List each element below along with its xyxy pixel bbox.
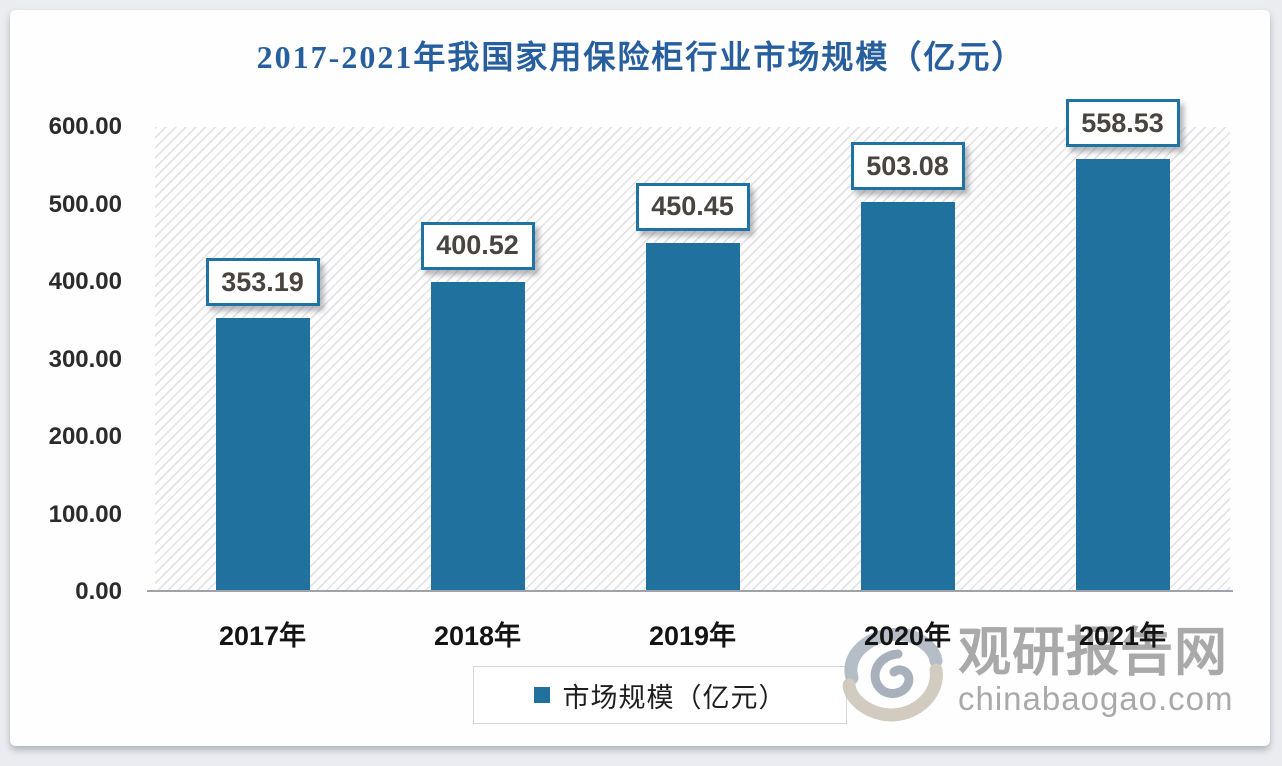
y-tick-label: 200.00 [48, 423, 122, 450]
bar-value-label: 558.53 [1065, 99, 1180, 148]
bar-2021年 [1075, 159, 1170, 592]
x-tick-label: 2021年 [1078, 621, 1167, 651]
x-tick-label: 2020年 [863, 621, 952, 651]
bar-2017年 [215, 318, 310, 592]
x-tick-label: 2018年 [433, 621, 522, 651]
bar-value-label: 450.45 [635, 182, 750, 231]
y-tick-label: 400.00 [48, 268, 122, 295]
x-tick-label: 2019年 [648, 621, 737, 651]
legend-label: 市场规模（亿元） [562, 682, 787, 713]
bar-2018年 [430, 281, 525, 592]
legend: 市场规模（亿元） [473, 666, 847, 724]
bar-value-label: 400.52 [420, 221, 535, 270]
watermark-domain: chinabaogao.com [958, 680, 1234, 718]
x-axis-line [147, 590, 1233, 592]
bar-2020年 [860, 202, 955, 592]
y-tick-label: 0.00 [75, 578, 122, 605]
bar-value-label: 503.08 [850, 142, 965, 191]
chart-title: 2017-2021年我国家用保险柜行业市场规模（亿元） [256, 39, 1026, 75]
bar-2019年 [645, 242, 740, 592]
bar-value-label: 353.19 [205, 258, 320, 307]
legend-marker-icon [533, 687, 550, 703]
y-tick-label: 300.00 [48, 345, 122, 373]
y-tick-label: 600.00 [48, 113, 122, 140]
y-tick-label: 500.00 [48, 190, 122, 218]
x-tick-label: 2017年 [218, 621, 307, 651]
y-tick-label: 100.00 [48, 500, 122, 528]
